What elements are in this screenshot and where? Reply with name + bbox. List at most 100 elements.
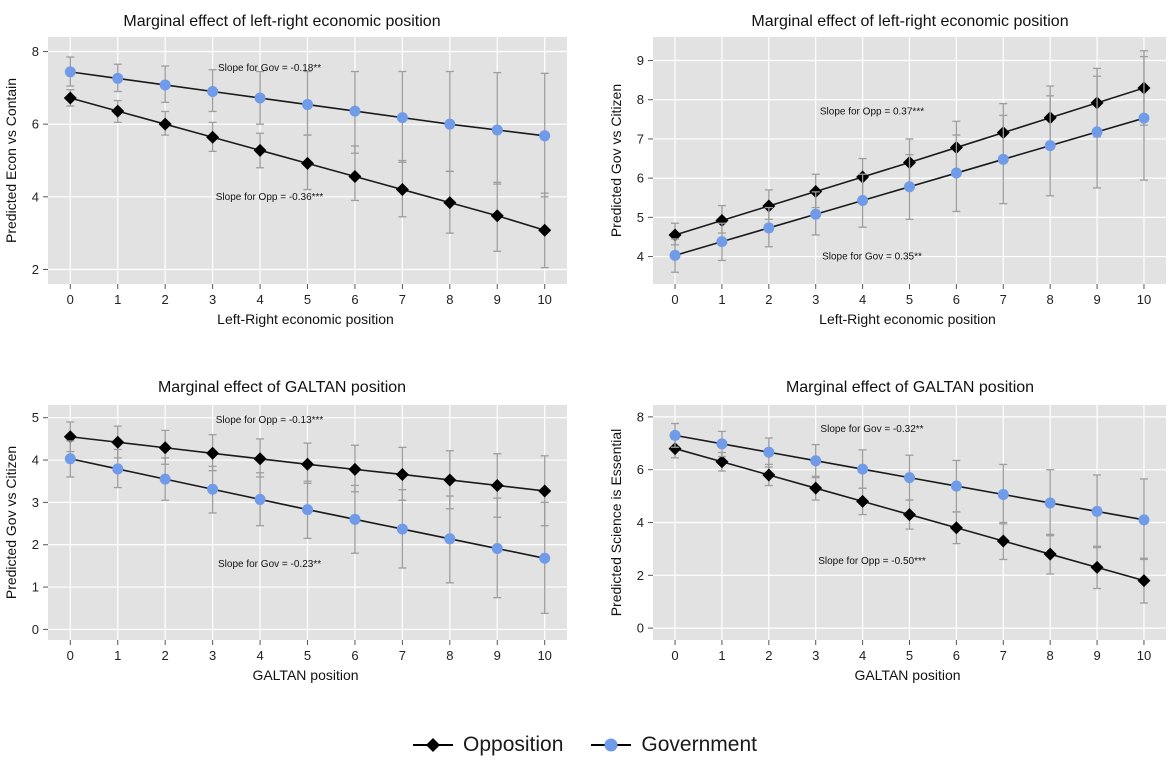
x-tick-label: 0 [67,648,74,663]
y-tick-label: 6 [637,462,644,477]
data-point-opposition [348,169,362,183]
chart-panel-4: 0 1 2 3 4 5 6 7 8 9 10 0 2 4 6 8 Marginal effect of GALT… [608,379,1166,683]
data-point-government [444,118,456,130]
chart-title: Marginal effect of left-right economic p… [751,13,1068,30]
data-point-opposition [668,442,682,456]
x-tick-label: 10 [1137,292,1151,307]
y-tick-label: 0 [32,622,39,637]
x-tick-label: 5 [906,648,913,663]
series-opposition [63,89,552,269]
data-point-government [207,85,219,97]
legend: Opposition Government [0,728,1168,762]
y-axis-label: Predicted Econ vs Contain [3,78,19,243]
x-tick-label: 10 [1137,648,1151,663]
data-point-government [444,533,456,545]
x-tick-label: 2 [162,292,169,307]
data-point-opposition [158,441,172,455]
data-point-government [112,72,124,84]
y-tick-label: 4 [637,249,644,264]
chart-title: Marginal effect of GALTAN position [786,379,1034,396]
data-point-opposition [158,117,172,131]
y-axis-label: Predicted Gov vs Citizen [3,446,19,599]
data-point-government [997,153,1009,165]
x-tick-label: 6 [953,648,960,663]
x-tick-label: 1 [718,648,725,663]
data-point-government [950,167,962,179]
data-point-government [396,523,408,535]
x-tick-label: 0 [671,292,678,307]
data-point-opposition [1090,560,1104,574]
y-tick-label: 1 [32,580,39,595]
x-tick-label: 7 [1000,648,1007,663]
y-tick-label: 5 [32,410,39,425]
data-point-opposition [348,462,362,476]
y-tick-label: 4 [637,515,644,530]
chart-panel-1: 0 1 2 3 4 5 6 7 8 9 10 2 4 6 8 Marginal effect of left-… [3,13,567,327]
legend-swatch-opposition [413,738,454,752]
chart-title: Marginal effect of GALTAN position [158,379,406,396]
x-tick-label: 5 [304,292,311,307]
data-point-government [904,472,915,484]
chart-panel-3: 0 1 2 3 4 5 6 7 8 9 10 0 1 2 3 4 5 Marginal effect of GAL… [3,379,567,683]
data-point-opposition [111,104,125,118]
data-point-government [539,130,551,142]
data-point-government [810,208,822,220]
y-tick-label: 4 [32,189,39,204]
data-point-government [1138,514,1150,526]
data-point-government [1044,497,1056,509]
slope-annotation: Slope for Opp = 0.37*** [820,106,924,117]
y-tick-label: 2 [32,262,39,277]
data-point-opposition [206,130,220,144]
data-point-opposition [490,209,504,223]
x-axis-label: Left-Right economic position [217,311,394,327]
data-point-opposition [490,478,504,492]
data-point-government [349,105,361,117]
data-point-government [539,552,551,564]
x-tick-label: 1 [114,292,121,307]
data-point-opposition [206,446,220,460]
slope-annotation: Slope for Opp = -0.50*** [818,556,926,567]
data-point-government [254,493,266,505]
series-government [669,422,1150,561]
data-point-government [159,79,171,91]
x-tick-label: 7 [1000,292,1007,307]
x-axis-label: Left-Right economic position [819,311,996,327]
data-point-government [302,504,313,516]
data-point-government [857,194,869,206]
x-tick-label: 2 [765,648,772,663]
data-point-government [491,124,503,136]
data-point-government [716,438,728,450]
data-point-government [491,543,503,555]
x-axis-label: GALTAN position [252,667,358,683]
data-point-opposition [715,455,729,469]
data-point-opposition [301,156,314,170]
x-tick-label: 6 [351,648,358,663]
data-point-government [396,112,408,124]
slope-annotation: Slope for Gov = -0.23** [218,559,321,570]
data-point-opposition [996,534,1010,548]
x-axis-label: GALTAN position [854,667,960,683]
data-point-government [904,181,915,193]
y-tick-label: 8 [32,44,39,59]
data-point-government [763,446,775,458]
y-tick-label: 6 [637,171,644,186]
y-tick-label: 0 [637,621,644,636]
data-point-opposition [395,467,409,481]
y-tick-label: 4 [32,453,39,468]
data-point-opposition [301,457,314,471]
x-tick-label: 5 [906,292,913,307]
x-tick-label: 3 [209,648,216,663]
data-point-opposition [395,183,409,197]
x-tick-label: 10 [537,292,551,307]
chart-panel-2: 0 1 2 3 4 5 6 7 8 9 10 4 5 6 7 8 9 Marginal effect of lef… [608,13,1166,327]
data-point-opposition [538,484,552,498]
series-government [64,440,551,614]
data-point-opposition [762,199,776,213]
x-tick-label: 7 [399,648,406,663]
data-point-government [1091,126,1103,138]
legend-swatch-government [591,738,632,752]
data-point-opposition [111,435,125,449]
data-point-government [950,480,962,492]
x-tick-label: 4 [256,292,263,307]
